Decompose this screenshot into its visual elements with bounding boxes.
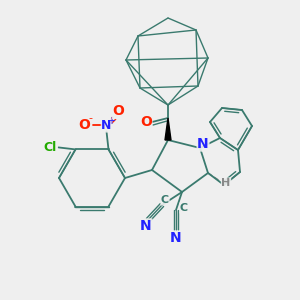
Text: O: O [140,115,152,129]
Text: -: - [88,113,92,123]
Text: C: C [180,203,188,213]
Text: N: N [170,231,182,245]
Text: O: O [79,118,90,132]
Text: N: N [197,137,209,151]
Text: O: O [112,104,124,118]
Text: +: + [107,116,116,126]
Text: N: N [140,219,152,233]
Text: H: H [221,178,231,188]
Text: C: C [161,195,169,205]
Polygon shape [165,118,171,140]
Text: Cl: Cl [44,141,57,154]
Text: N: N [101,119,112,132]
